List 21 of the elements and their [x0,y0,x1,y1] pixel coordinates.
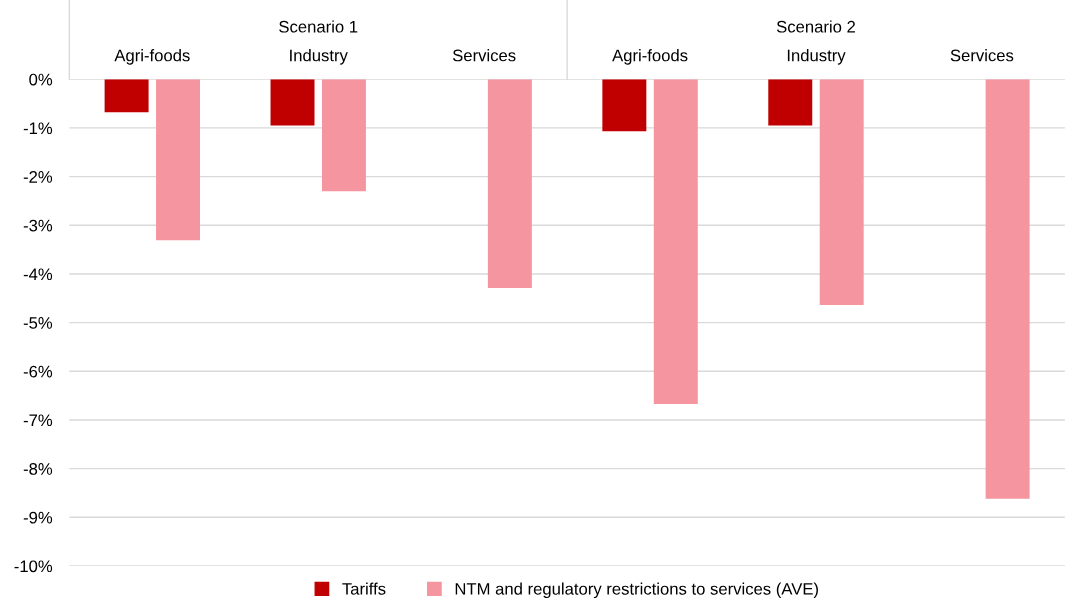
y-tick-label: -7% [23,414,53,427]
y-tick-label: -1% [23,122,53,135]
y-tick-label: -9% [23,511,53,524]
y-tick-label: -10% [14,560,53,573]
y-tick-label: -5% [23,317,53,329]
y-tick-label: -2% [23,171,53,183]
y-tick-label: -8% [23,463,53,475]
y-tick-label: 0% [29,73,53,86]
legend-label: NTM and regulatory restrictions to services (AVE) [455,582,818,599]
x-tick-label: Agri-foods [612,49,688,65]
text: Scenario 1 [279,20,358,33]
legend-label: Tariffs [342,582,386,595]
x-tick-label: Industry [787,49,846,65]
text: Scenario 2 [776,20,855,33]
x-tick-label: Agri-foods [114,49,190,65]
y-tick-label: -6% [23,365,53,378]
x-tick-label: Services [950,49,1014,62]
x-tick-label: Industry [290,49,348,65]
y-tick-label: -3% [23,219,53,232]
y-tick-label: -4% [23,268,53,281]
x-tick-label: Services [452,49,516,62]
